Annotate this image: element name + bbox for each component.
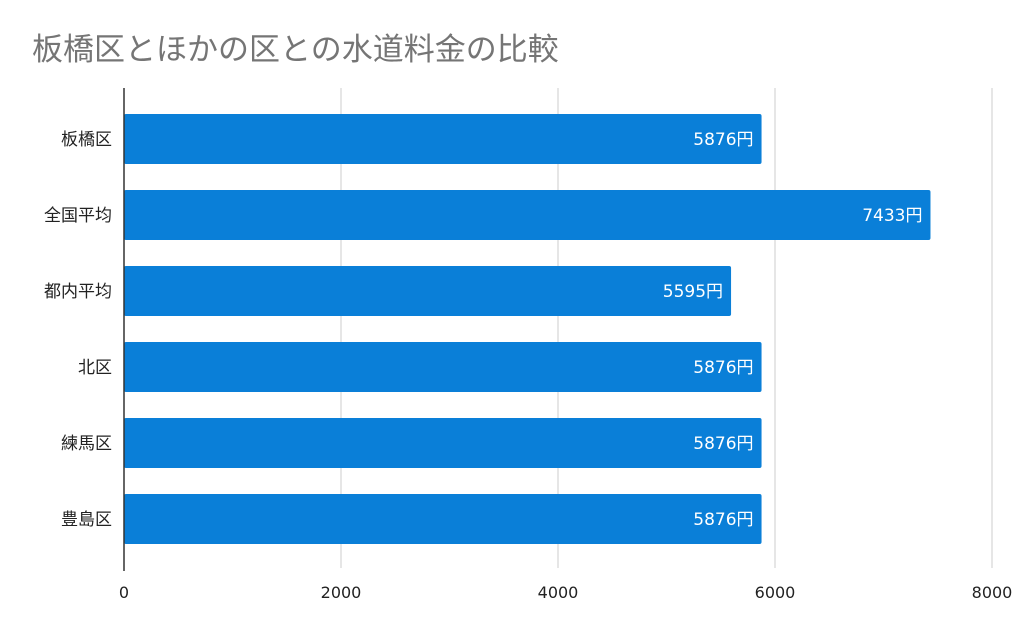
bar bbox=[124, 342, 762, 392]
category-label: 全国平均 bbox=[44, 206, 112, 226]
bar bbox=[124, 114, 762, 164]
bar bbox=[124, 190, 931, 240]
x-tick-label: 2000 bbox=[321, 583, 362, 602]
data-label: 5876円 bbox=[693, 434, 753, 454]
data-label: 5876円 bbox=[693, 510, 753, 530]
x-tick-label: 0 bbox=[119, 583, 129, 602]
category-label: 練馬区 bbox=[61, 434, 112, 454]
data-label: 5876円 bbox=[693, 358, 753, 378]
x-tick-label: 6000 bbox=[755, 583, 796, 602]
category-label: 板橋区 bbox=[61, 130, 112, 150]
category-label: 都内平均 bbox=[44, 282, 112, 302]
data-label: 5595円 bbox=[663, 282, 723, 302]
bar bbox=[124, 494, 762, 544]
category-label: 豊島区 bbox=[61, 510, 112, 530]
data-label: 7433円 bbox=[862, 206, 922, 226]
bar bbox=[124, 266, 732, 316]
category-label: 北区 bbox=[78, 358, 112, 378]
x-tick-label: 4000 bbox=[538, 583, 579, 602]
bar bbox=[124, 418, 762, 468]
x-tick-label: 8000 bbox=[972, 583, 1013, 602]
chart-title: 板橋区とほかの区との水道料金の比較 bbox=[32, 32, 559, 68]
data-label: 5876円 bbox=[693, 130, 753, 150]
